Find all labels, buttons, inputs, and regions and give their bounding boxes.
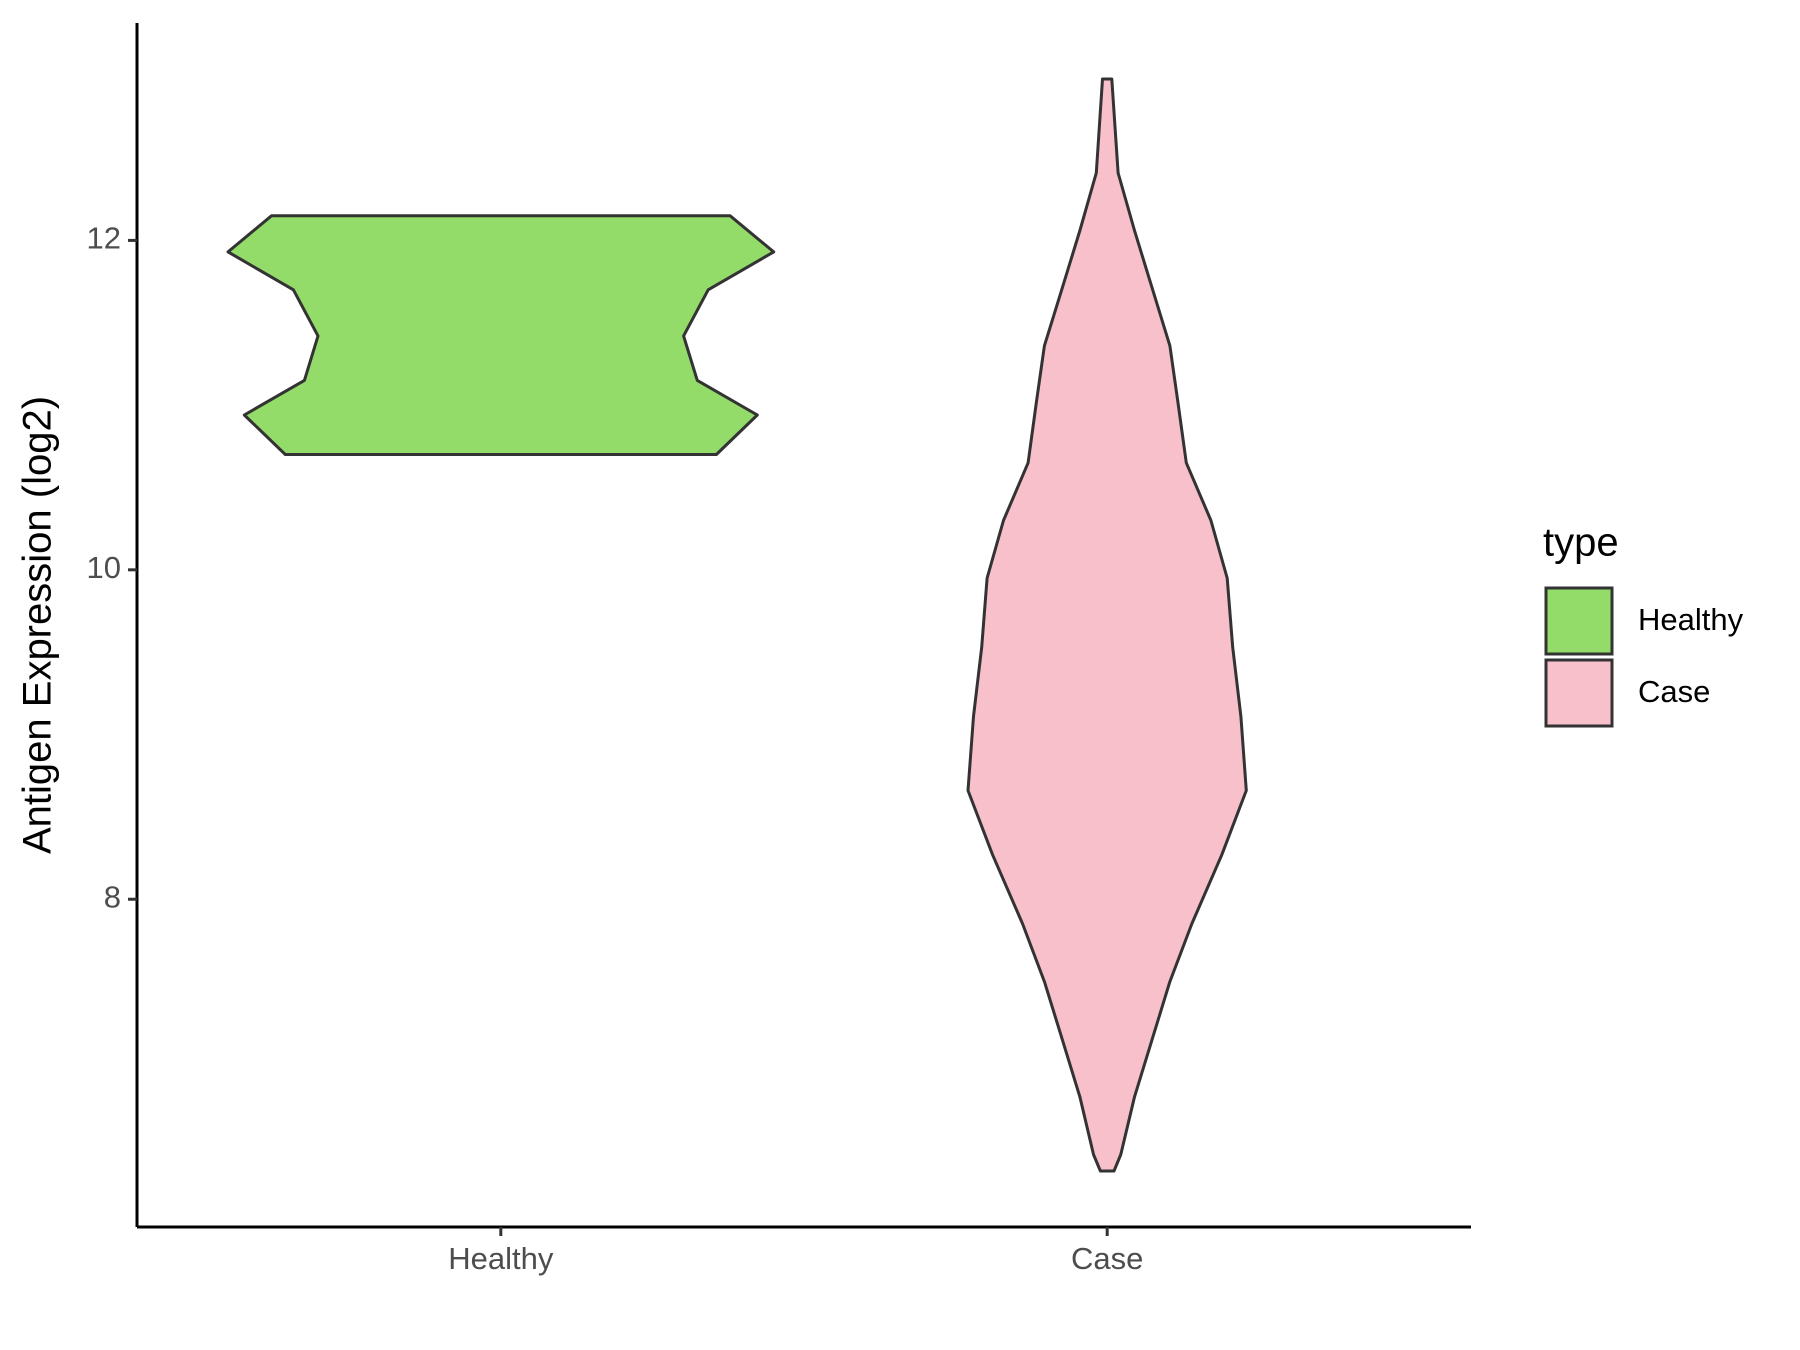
- legend-label: Healthy: [1638, 602, 1744, 637]
- legend-swatch: [1544, 658, 1614, 728]
- y-tick-label: 10: [87, 550, 121, 585]
- legend-swatch: [1544, 586, 1614, 656]
- y-axis-title: Antigen Expression (log2): [16, 396, 60, 854]
- violin: [966, 77, 1248, 1173]
- x-tick-label: Healthy: [448, 1241, 554, 1276]
- violin: [226, 214, 776, 456]
- y-tick-label: 12: [87, 221, 121, 256]
- legend-title: type: [1543, 521, 1619, 565]
- x-tick-label: Case: [1071, 1241, 1143, 1276]
- y-tick-label: 8: [104, 879, 121, 914]
- legend-label: Case: [1638, 674, 1710, 709]
